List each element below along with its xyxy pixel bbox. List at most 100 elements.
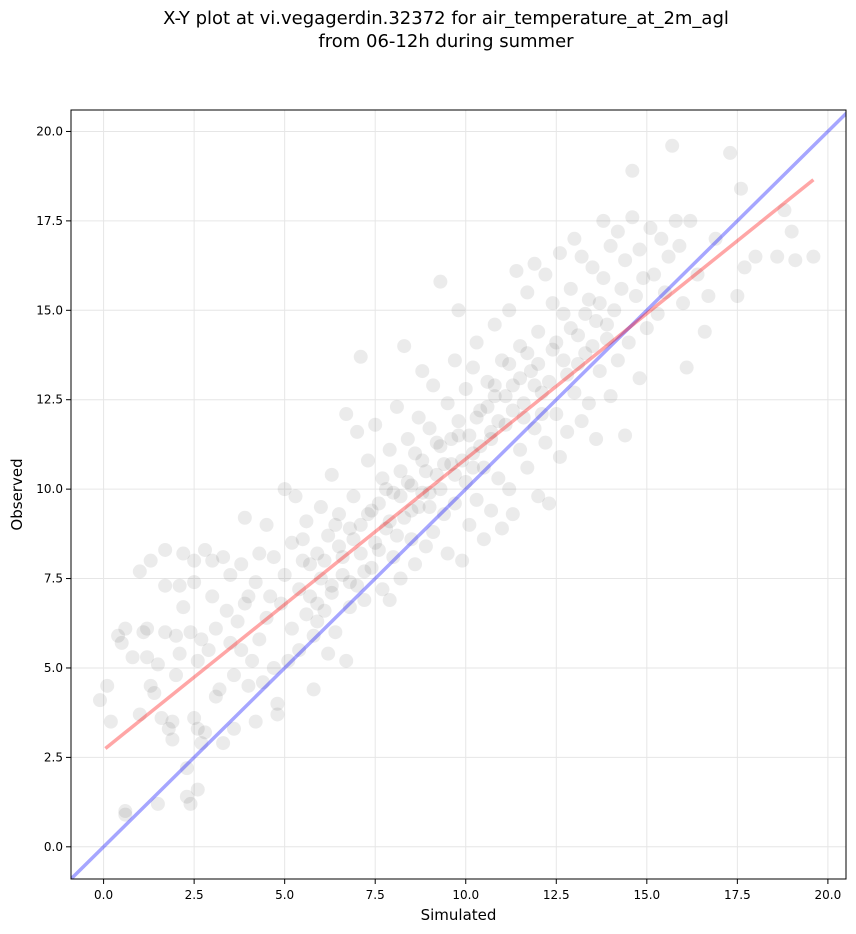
scatter-point <box>440 546 455 561</box>
scatter-point <box>614 281 629 296</box>
scatter-point <box>534 385 549 400</box>
scatter-point <box>494 353 509 368</box>
y-tick-label: 2.5 <box>44 750 63 764</box>
scatter-point <box>252 632 267 647</box>
scatter-point <box>534 407 549 422</box>
scatter-point <box>476 532 491 547</box>
scatter-point <box>248 575 263 590</box>
scatter-point <box>165 732 180 747</box>
scatter-point <box>437 457 452 472</box>
scatter-point <box>451 428 466 443</box>
scatter-point <box>411 410 426 425</box>
scatter-point <box>643 221 658 236</box>
scatter-point <box>527 421 542 436</box>
scatter-point <box>255 675 270 690</box>
scatter-point <box>310 596 325 611</box>
scatter-point <box>567 385 582 400</box>
scatter-point <box>679 360 694 375</box>
scatter-point <box>397 339 412 354</box>
scatter-point <box>509 263 524 278</box>
scatter-point <box>393 571 408 586</box>
scatter-point <box>158 542 173 557</box>
scatter-point <box>723 145 738 160</box>
x-axis-label: Simulated <box>421 906 497 924</box>
scatter-point <box>386 485 401 500</box>
scatter-point <box>581 292 596 307</box>
scatter-point <box>625 163 640 178</box>
scatter-point <box>179 789 194 804</box>
scatter-point <box>179 761 194 776</box>
scatter-point <box>465 360 480 375</box>
scatter-point <box>422 500 437 515</box>
scatter-point <box>237 596 252 611</box>
scatter-point <box>118 804 133 819</box>
scatter-point <box>542 374 557 389</box>
scatter-point <box>92 693 107 708</box>
scatter-point <box>252 546 267 561</box>
plot-frame <box>70 109 847 880</box>
scatter-point <box>578 346 593 361</box>
scatter-point <box>498 389 513 404</box>
scatter-point <box>531 324 546 339</box>
scatter-point <box>364 503 379 518</box>
scatter-point <box>469 335 484 350</box>
scatter-point <box>205 589 220 604</box>
scatter-point <box>784 224 799 239</box>
scatter-point <box>440 396 455 411</box>
scatter-point <box>574 249 589 264</box>
x-tick-label: 17.5 <box>724 888 751 902</box>
scatter-point <box>516 410 531 425</box>
scatter-point <box>375 471 390 486</box>
scatter-point <box>364 560 379 575</box>
scatter-point <box>733 181 748 196</box>
scatter-point <box>589 432 604 447</box>
scatter-point <box>342 521 357 536</box>
scatter-point <box>418 539 433 554</box>
scatter-point <box>545 296 560 311</box>
scatter-point <box>556 306 571 321</box>
scatter-point <box>610 224 625 239</box>
scatter-point <box>465 460 480 475</box>
scatter-point <box>353 517 368 532</box>
scatter-point <box>219 603 234 618</box>
scatter-point <box>161 721 176 736</box>
scatter-point <box>690 267 705 282</box>
scatter-point <box>324 467 339 482</box>
scatter-point <box>169 628 184 643</box>
scatter-point <box>701 288 716 303</box>
scatter-point <box>310 614 325 629</box>
scatter-point <box>806 249 821 264</box>
scatter-point <box>639 321 654 336</box>
scatter-point <box>661 249 676 264</box>
scatter-point <box>632 242 647 257</box>
regression-line <box>104 178 815 750</box>
scatter-point <box>415 364 430 379</box>
scatter-point <box>353 546 368 561</box>
x-tick-label: 7.5 <box>366 888 385 902</box>
scatter-point <box>208 621 223 636</box>
scatter-point <box>426 525 441 540</box>
scatter-point <box>277 482 292 497</box>
scatter-point <box>476 460 491 475</box>
scatter-point <box>520 346 535 361</box>
scatter-point <box>274 596 289 611</box>
scatter-point <box>223 635 238 650</box>
scatter-point <box>197 542 212 557</box>
scatter-point <box>284 621 299 636</box>
scatter-point <box>172 578 187 593</box>
scatter-point <box>560 367 575 382</box>
x-tick-label: 15.0 <box>633 888 660 902</box>
scatter-point <box>295 553 310 568</box>
scatter-point <box>657 285 672 300</box>
scatter-point <box>382 514 397 529</box>
scatter-point <box>502 303 517 318</box>
scatter-point <box>118 807 133 822</box>
scatter-point <box>447 353 462 368</box>
scatter-point <box>408 446 423 461</box>
scatter-point <box>523 364 538 379</box>
scatter-point <box>545 342 560 357</box>
chart-title-line-1: X-Y plot at vi.vegagerdin.32372 for air_… <box>163 8 729 29</box>
scatter-point <box>237 510 252 525</box>
scatter-point <box>574 414 589 429</box>
scatter-point <box>357 593 372 608</box>
